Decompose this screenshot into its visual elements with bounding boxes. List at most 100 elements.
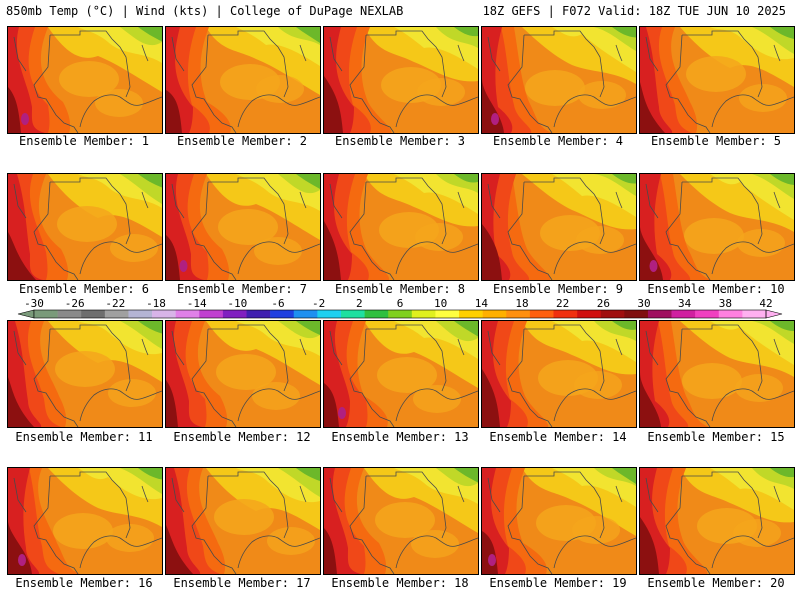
extreme-heat-spot: [649, 260, 658, 272]
cool-band-green: [770, 174, 794, 185]
light-orange-patch: [377, 357, 437, 393]
state-boundary: [645, 36, 659, 72]
coastline: [395, 241, 478, 275]
temperature-map: [8, 174, 162, 280]
light-orange-patch: [53, 513, 113, 549]
boundary-lines: [645, 177, 794, 280]
coastline: [237, 241, 320, 275]
colorbar-tick-label: 6: [397, 297, 404, 310]
colorbar-tick-label: 10: [434, 297, 447, 310]
state-boundary: [645, 477, 659, 513]
boundary-lines: [13, 30, 162, 133]
state-boundary: [487, 36, 501, 72]
colorbar-tick-label: -14: [187, 297, 207, 310]
state-boundary: [366, 177, 445, 219]
border-line: [507, 34, 553, 133]
extreme-heat-spot: [18, 554, 26, 566]
light-orange-patch: [218, 209, 278, 245]
temperature-map: [482, 27, 636, 133]
hot-zone-dark-red: [166, 235, 180, 280]
coastline: [553, 241, 636, 275]
light-orange-patch: [686, 56, 746, 92]
state-boundary: [171, 477, 185, 513]
ensemble-member-label: Ensemble Member: 10: [647, 282, 785, 296]
light-orange-patch: [525, 70, 585, 106]
state-boundary: [599, 70, 605, 98]
cool-band-green: [138, 321, 162, 334]
coastline: [79, 94, 162, 128]
coastline: [79, 241, 162, 275]
border-line: [349, 475, 395, 574]
ensemble-member-label: Ensemble Member: 13: [331, 430, 469, 444]
light-orange-patch: [417, 78, 465, 106]
light-orange-patch: [415, 223, 463, 251]
state-boundary: [599, 364, 605, 392]
cool-band-green: [770, 321, 794, 331]
boundary-lines: [329, 30, 478, 133]
state-boundary: [441, 511, 447, 539]
colorbar-tick-label: -18: [146, 297, 166, 310]
hot-zone-dark-red: [482, 369, 500, 427]
light-orange-patch: [59, 61, 119, 97]
boundary-lines: [487, 177, 636, 280]
state-boundary: [487, 183, 501, 219]
state-boundary: [208, 30, 287, 72]
temperature-map: [8, 27, 162, 133]
state-boundary: [615, 338, 623, 356]
cool-band-green: [612, 321, 636, 330]
state-boundary: [125, 364, 131, 392]
border-line: [665, 34, 711, 133]
ensemble-member-map: [323, 173, 479, 281]
ensemble-member-label: Ensemble Member: 18: [331, 576, 469, 590]
map-title: 850mb Temp (°C) | Wind (kts) | College o…: [6, 4, 404, 18]
ensemble-member-label: Ensemble Member: 6: [18, 282, 150, 296]
boundary-lines: [329, 471, 478, 574]
hot-zone-dark-red: [166, 380, 178, 427]
temperature-map: [640, 27, 794, 133]
hot-zone-dark-red: [166, 90, 182, 133]
state-boundary: [524, 177, 603, 219]
temperature-map: [324, 321, 478, 427]
cool-band-green: [454, 468, 478, 483]
colorbar-segment: [57, 310, 82, 318]
mild-band-yellow: [710, 174, 794, 220]
boundary-lines: [645, 471, 794, 574]
colorbar-tick-label: 2: [356, 297, 363, 310]
state-boundary: [13, 183, 27, 219]
state-boundary: [757, 70, 763, 98]
ensemble-member-map: [639, 26, 795, 134]
temperature-map: [482, 321, 636, 427]
colorbar-segment: [506, 310, 531, 318]
cool-band-green: [612, 27, 636, 38]
ensemble-member-map: [165, 320, 321, 428]
state-boundary: [299, 338, 307, 356]
boundary-lines: [171, 324, 320, 427]
temperature-map: [166, 174, 320, 280]
state-boundary: [682, 471, 761, 513]
border-line: [191, 34, 237, 133]
colorbar-segment: [364, 310, 389, 318]
ensemble-member-label: Ensemble Member: 14: [489, 430, 627, 444]
ensemble-member-label: Ensemble Member: 3: [334, 134, 466, 148]
light-orange-patch: [574, 371, 622, 399]
light-orange-patch: [110, 234, 158, 262]
light-orange-patch: [57, 206, 117, 242]
colorbar-segment: [577, 310, 602, 318]
state-boundary: [682, 324, 761, 366]
light-orange-patch: [737, 229, 785, 257]
state-boundary: [299, 44, 307, 62]
extreme-heat-spot: [488, 554, 496, 566]
state-boundary: [366, 30, 445, 72]
state-boundary: [299, 485, 307, 503]
state-boundary: [773, 44, 781, 62]
boundary-lines: [171, 30, 320, 133]
hot-zone-red: [8, 321, 42, 427]
temperature-map: [640, 174, 794, 280]
state-boundary: [773, 485, 781, 503]
hot-zone-dark-red: [324, 221, 341, 280]
state-boundary: [208, 471, 287, 513]
state-boundary: [457, 44, 465, 62]
mild-band-yellow: [710, 321, 794, 365]
colorbar-segment: [128, 310, 153, 318]
boundary-lines: [487, 30, 636, 133]
